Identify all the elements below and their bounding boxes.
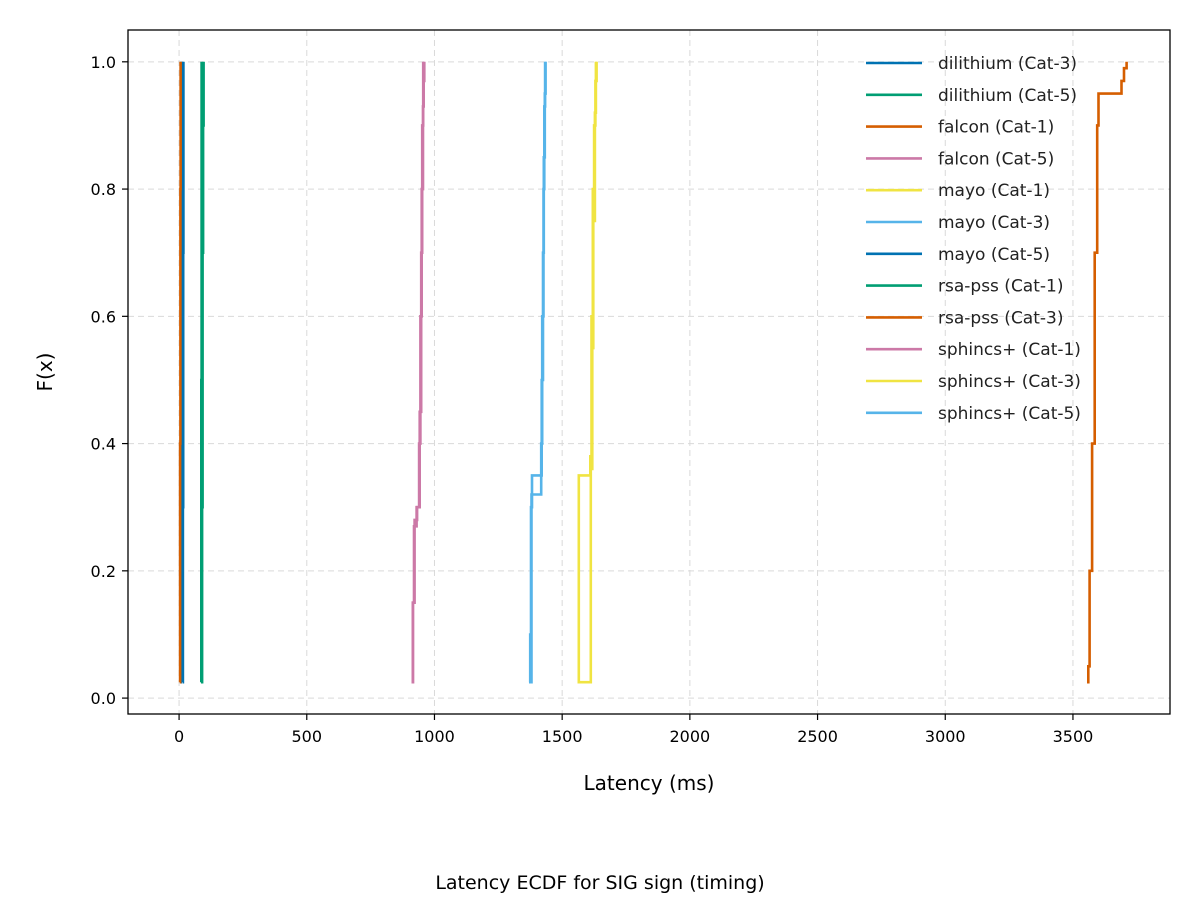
x-axis-label: Latency (ms): [584, 771, 715, 795]
plot-frame: [127, 29, 1171, 715]
legend-entry-label: dilithium (Cat-5): [938, 86, 1077, 106]
x-tick-label: 3500: [1053, 727, 1094, 746]
legend-entry-label: rsa-pss (Cat-1): [938, 277, 1063, 297]
y-tick-label: 0.2: [91, 562, 116, 581]
axis-ticks: 0 500 1000 1500 2000 2500 3000 3500 0.0 0.2 0.4 0.6…: [91, 53, 1094, 746]
series-line-sphincs-cat-1: [411, 61, 425, 684]
grid: [128, 30, 1170, 714]
legend-entry-label: sphincs+ (Cat-1): [938, 340, 1081, 360]
x-tick-label: 1000: [414, 727, 455, 746]
legend-entry-label: mayo (Cat-3): [938, 213, 1050, 233]
legend-entry-label: falcon (Cat-5): [938, 149, 1054, 169]
y-tick-label: 0.6: [91, 307, 116, 326]
plot-series: [178, 61, 1128, 684]
series-line-rsa-pss-cat-3: [1087, 61, 1128, 684]
x-tick-label: 0: [174, 727, 184, 746]
series-line-rsa-pss-cat-1: [200, 61, 203, 684]
legend-entry-label: rsa-pss (Cat-3): [938, 308, 1063, 328]
x-tick-label: 3000: [925, 727, 966, 746]
y-tick-label: 1.0: [91, 53, 116, 72]
series-line-mayo-cat-5: [181, 61, 185, 684]
figure-caption: Latency ECDF for SIG sign (timing): [435, 872, 764, 894]
x-tick-label: 500: [292, 727, 323, 746]
legend-entry-label: sphincs+ (Cat-5): [938, 404, 1081, 424]
y-tick-label: 0.4: [91, 435, 116, 454]
y-tick-label: 0.0: [91, 689, 116, 708]
legend: dilithium (Cat-3) dilithium (Cat-5) falcon…: [866, 54, 1081, 424]
legend-entry-label: sphincs+ (Cat-3): [938, 372, 1081, 392]
x-tick-label: 2500: [797, 727, 838, 746]
series-line-falcon-cat-1: [178, 61, 182, 684]
series-line-sphincs-cat-3: [578, 61, 598, 684]
legend-entry-label: mayo (Cat-1): [938, 181, 1050, 201]
x-tick-label: 2000: [670, 727, 711, 746]
y-tick-label: 0.8: [91, 180, 116, 199]
legend-entry-label: falcon (Cat-1): [938, 118, 1054, 138]
legend-entry-label: mayo (Cat-5): [938, 245, 1050, 265]
x-tick-label: 1500: [542, 727, 583, 746]
series-line-sphincs-cat-5: [529, 61, 547, 684]
legend-entry-label: dilithium (Cat-3): [938, 54, 1077, 74]
y-axis-label: F(x): [33, 353, 57, 392]
